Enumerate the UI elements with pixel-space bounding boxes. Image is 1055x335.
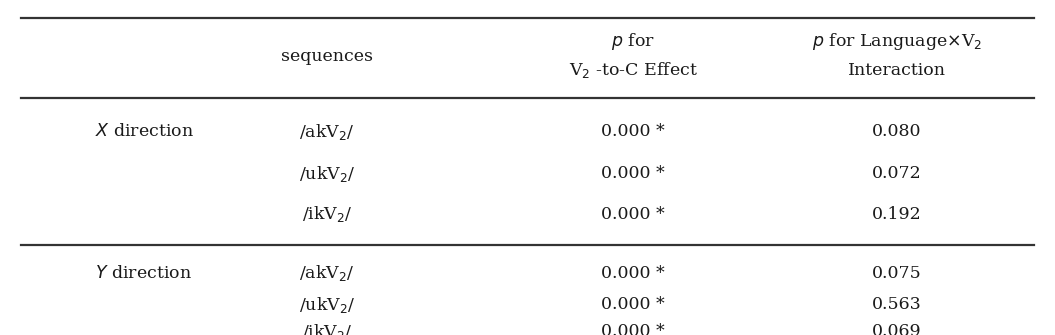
Text: /akV$_2$/: /akV$_2$/ — [300, 122, 354, 142]
Text: /ukV$_2$/: /ukV$_2$/ — [299, 163, 356, 184]
Text: 0.075: 0.075 — [871, 265, 922, 281]
Text: 0.000 *: 0.000 * — [601, 123, 665, 140]
Text: 0.072: 0.072 — [871, 165, 922, 182]
Text: 0.080: 0.080 — [872, 123, 921, 140]
Text: Interaction: Interaction — [848, 62, 945, 79]
Text: /ikV$_2$/: /ikV$_2$/ — [302, 322, 352, 335]
Text: sequences: sequences — [281, 48, 373, 65]
Text: 0.563: 0.563 — [871, 296, 922, 313]
Text: 0.000 *: 0.000 * — [601, 165, 665, 182]
Text: /ikV$_2$/: /ikV$_2$/ — [302, 204, 352, 224]
Text: 0.000 *: 0.000 * — [601, 296, 665, 313]
Text: 0.192: 0.192 — [871, 206, 922, 223]
Text: 0.000 *: 0.000 * — [601, 265, 665, 281]
Text: $X$ direction: $X$ direction — [95, 123, 194, 140]
Text: /ukV$_2$/: /ukV$_2$/ — [299, 295, 356, 315]
Text: V$_2$ -to-C Effect: V$_2$ -to-C Effect — [569, 60, 697, 80]
Text: $p$ for Language$\times$V$_2$: $p$ for Language$\times$V$_2$ — [811, 31, 982, 52]
Text: 0.000 *: 0.000 * — [601, 206, 665, 223]
Text: 0.069: 0.069 — [871, 323, 922, 335]
Text: $Y$ direction: $Y$ direction — [95, 265, 192, 281]
Text: 0.000 *: 0.000 * — [601, 323, 665, 335]
Text: $p$ for: $p$ for — [611, 31, 655, 52]
Text: /akV$_2$/: /akV$_2$/ — [300, 263, 354, 283]
